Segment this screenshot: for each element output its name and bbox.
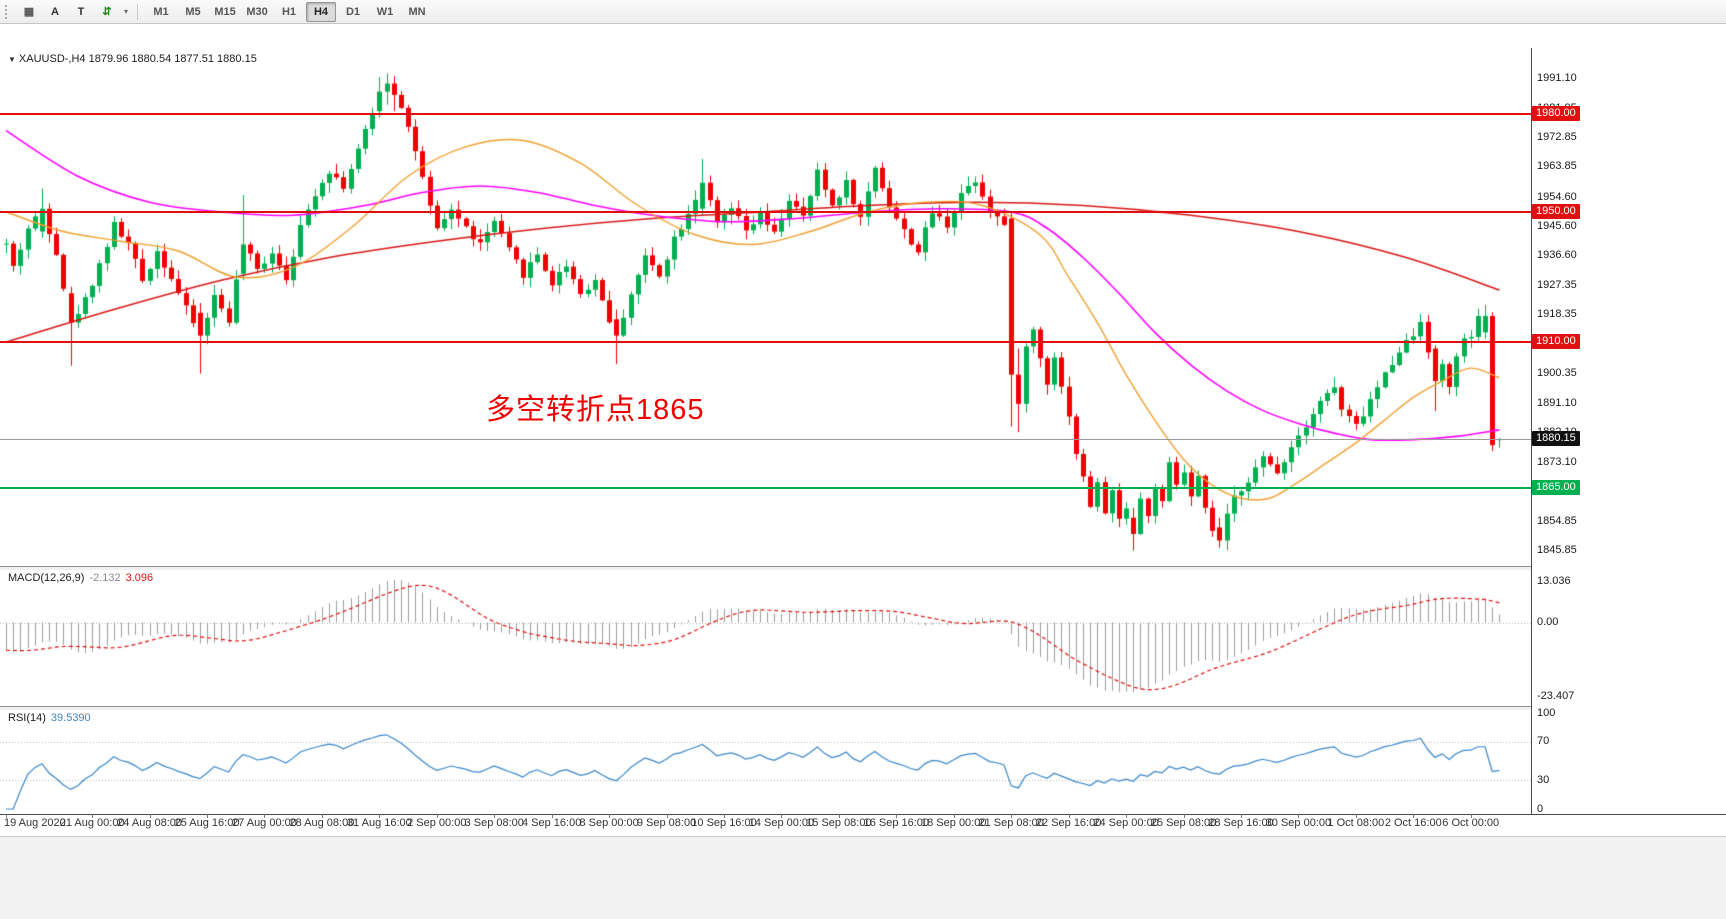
- timeframe-toolbar: M1 M5 M15 M30 H1 H4 D1 W1 MN: [145, 1, 433, 22]
- tool-dropdown-icon[interactable]: ▾: [124, 7, 129, 16]
- tick-chart-icon[interactable]: ⇵: [102, 6, 112, 18]
- toolbar-drag-handle[interactable]: [5, 4, 10, 19]
- timeframe-button-m5[interactable]: M5: [185, 5, 201, 18]
- timeframe-button-h1[interactable]: H1: [281, 5, 297, 18]
- bid-price-line: [0, 439, 1531, 441]
- macd-name: MACD(12,26,9): [8, 572, 85, 584]
- resistance-line-1910[interactable]: [0, 341, 1531, 344]
- timeframe-button-d1[interactable]: D1: [345, 5, 361, 18]
- timeframe-button-m15[interactable]: M15: [214, 5, 236, 18]
- symbol-ohlc-text: XAUUSD-,H4 1879.96 1880.54 1877.51 1880.…: [18, 53, 257, 65]
- rsi-name: RSI(14): [8, 712, 46, 724]
- panel-separator-macd-rsi[interactable]: [0, 706, 1726, 710]
- rsi-plot-canvas[interactable]: [0, 709, 1531, 813]
- timeframe-button-h4[interactable]: H4: [306, 1, 337, 22]
- chart-window[interactable]: ▼ XAUUSD-,H4 1879.96 1880.54 1877.51 1880…: [0, 24, 1726, 919]
- window-footer-area: [0, 836, 1726, 919]
- toolbar-separator: [137, 3, 139, 20]
- drawing-tools-group: ▦ A T ⇵: [16, 1, 120, 22]
- panel-separator-main-macd[interactable]: [0, 566, 1726, 570]
- resistance-line-1950[interactable]: [0, 210, 1531, 213]
- timeframe-button-w1[interactable]: W1: [376, 5, 394, 18]
- chart-type-icon[interactable]: ▦: [23, 6, 35, 18]
- price-axis[interactable]: [1531, 48, 1726, 814]
- rsi-indicator-label: RSI(14) 39.5390: [8, 712, 91, 724]
- macd-plot-canvas[interactable]: [0, 569, 1531, 706]
- macd-indicator-label: MACD(12,26,9) -2.132 3.096: [8, 572, 153, 584]
- cursor-tool-icon[interactable]: A: [51, 5, 59, 18]
- resistance-line-1980[interactable]: [0, 113, 1531, 116]
- main-plot-canvas[interactable]: [0, 48, 1531, 566]
- symbol-dropdown-icon[interactable]: ▼: [8, 55, 16, 64]
- macd-signal-value: 3.096: [125, 572, 154, 584]
- macd-main-value: -2.132: [89, 572, 121, 584]
- annotation-text[interactable]: 多空转折点1865: [486, 394, 705, 426]
- text-tool-icon[interactable]: T: [77, 5, 85, 18]
- support-line-1865[interactable]: [0, 487, 1531, 490]
- timeframe-button-mn[interactable]: MN: [408, 5, 426, 18]
- top-toolbar: ▦ A T ⇵ ▾ M1 M5 M15 M30 H1 H4 D1 W1 MN: [0, 0, 1726, 24]
- timeframe-button-m1[interactable]: M1: [153, 5, 169, 18]
- rsi-value: 39.5390: [50, 712, 91, 724]
- symbol-info-line: ▼ XAUUSD-,H4 1879.96 1880.54 1877.51 1880…: [8, 53, 257, 65]
- time-axis[interactable]: [0, 814, 1726, 836]
- timeframe-button-m30[interactable]: M30: [246, 5, 268, 18]
